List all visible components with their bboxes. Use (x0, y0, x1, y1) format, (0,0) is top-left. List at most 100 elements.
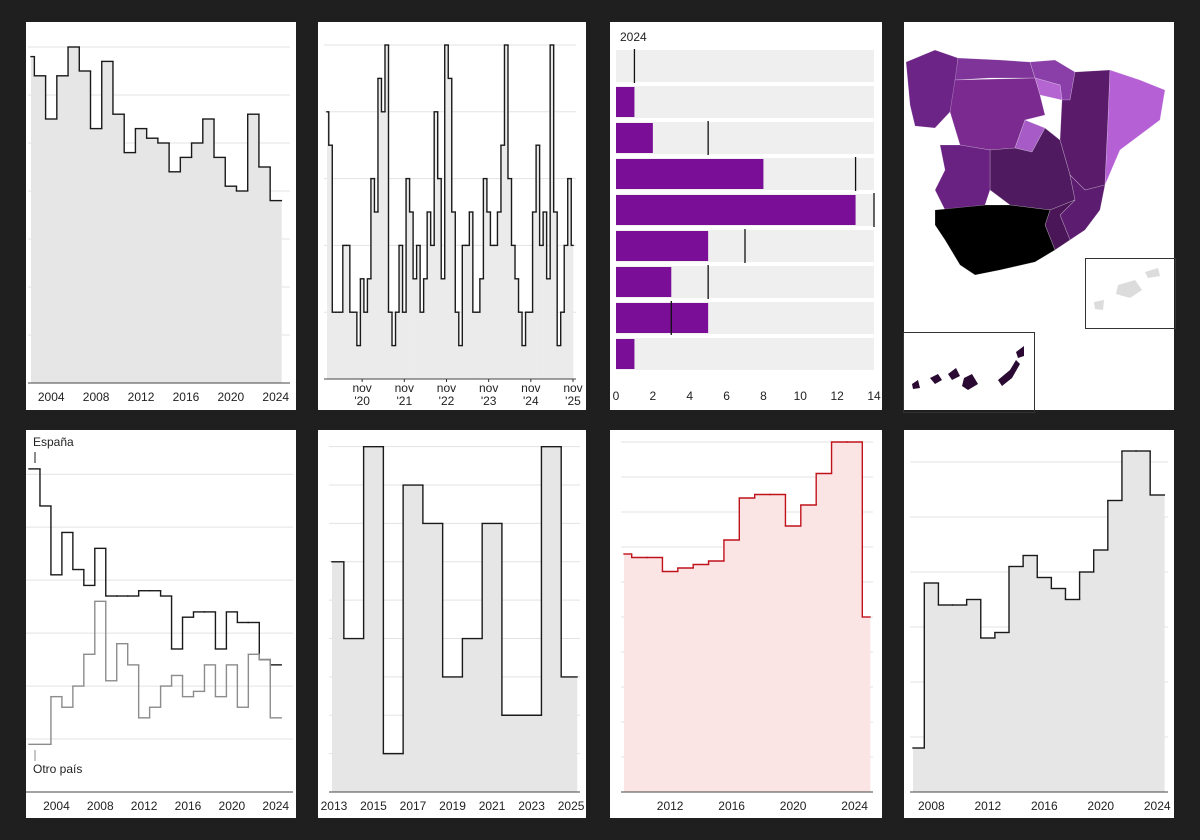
step-area (994, 632, 1010, 792)
x-tick-label: 2012 (128, 390, 155, 404)
step-area (754, 494, 771, 792)
x-tick-label: 2016 (175, 799, 202, 813)
x-tick-label: nov '25 (563, 381, 583, 408)
x-tick-label: 2024 (841, 799, 868, 813)
x-tick-label: 2024 (1144, 799, 1171, 813)
x-tick-label: 2020 (219, 799, 246, 813)
bar (616, 159, 764, 189)
step-area (388, 312, 393, 379)
step-area (258, 167, 271, 383)
step-area (462, 638, 483, 792)
step-area (723, 540, 740, 792)
step-area (335, 312, 340, 379)
step-area (465, 245, 470, 379)
step-area (416, 245, 421, 379)
step-area (816, 473, 832, 792)
step-area (191, 143, 204, 383)
x-tick-label: 2008 (83, 390, 110, 404)
x-tick-label: nov '20 (352, 381, 372, 408)
map (905, 49, 1166, 276)
step-area (442, 676, 463, 792)
step-area (434, 111, 438, 380)
step-area (146, 138, 159, 383)
step-area (532, 212, 537, 379)
bar (616, 339, 635, 369)
step-area (363, 312, 368, 379)
step-area (169, 171, 181, 383)
x-tick-label: 2 (650, 389, 657, 403)
bar (616, 195, 856, 225)
x-tick-label: 2016 (173, 390, 200, 404)
step-area (399, 245, 403, 379)
step-area (546, 278, 551, 379)
series-label: España (33, 435, 74, 449)
region (934, 204, 1056, 276)
step-area (1079, 572, 1095, 792)
bar (616, 267, 672, 297)
step-area (1107, 500, 1123, 792)
step-area (543, 212, 547, 379)
step-area (383, 753, 404, 792)
step-area (56, 75, 69, 384)
step-area (455, 312, 460, 379)
step-area (403, 485, 424, 792)
step-area (409, 212, 414, 379)
step-area (564, 245, 569, 379)
bar (616, 231, 709, 261)
step-area (913, 748, 925, 792)
x-tick-label: 2008 (87, 799, 114, 813)
step-area (557, 345, 561, 379)
step-area (507, 178, 512, 379)
x-tick-label: 2016 (1031, 799, 1058, 813)
step-area (236, 191, 249, 383)
step-area (1093, 550, 1109, 792)
step-area (327, 111, 330, 380)
step-area (157, 143, 170, 383)
step-area (1009, 566, 1024, 792)
step-area (374, 212, 379, 379)
step-area (367, 278, 372, 379)
step-area (112, 114, 125, 383)
step-area (980, 638, 996, 792)
x-tick-label: 2020 (1087, 799, 1114, 813)
inset-frame (1085, 258, 1176, 329)
bar (616, 87, 635, 117)
step-area (451, 212, 456, 379)
step-area (1037, 577, 1052, 792)
step-area (800, 505, 817, 792)
step-area (413, 278, 417, 379)
step-area (437, 178, 442, 379)
step-area (180, 157, 192, 383)
bar (616, 123, 653, 153)
islands (1094, 268, 1160, 310)
row-track (616, 122, 874, 154)
step-area (31, 56, 35, 383)
row-track (616, 338, 874, 370)
step-area (476, 312, 481, 379)
step-area (483, 178, 488, 379)
step-area (402, 312, 407, 379)
step-area (831, 442, 848, 792)
step-area (541, 446, 562, 792)
step-area (924, 583, 939, 792)
step-area (469, 212, 474, 379)
step-area (420, 312, 424, 379)
region (934, 144, 991, 211)
x-tick-label: 2024 (262, 799, 289, 813)
step-area (938, 605, 953, 792)
step-area (624, 554, 632, 792)
x-tick-label: 2012 (974, 799, 1001, 813)
x-tick-label: 12 (830, 389, 844, 403)
step-area (1150, 495, 1165, 792)
x-tick-label: nov '21 (394, 381, 414, 408)
step-area (479, 278, 484, 379)
step-area (384, 45, 389, 379)
step-area (448, 78, 453, 380)
step-area (395, 312, 400, 379)
step-area (458, 345, 463, 379)
step-area (1023, 555, 1038, 792)
inset-frame (903, 332, 1035, 413)
step-area (214, 157, 226, 383)
